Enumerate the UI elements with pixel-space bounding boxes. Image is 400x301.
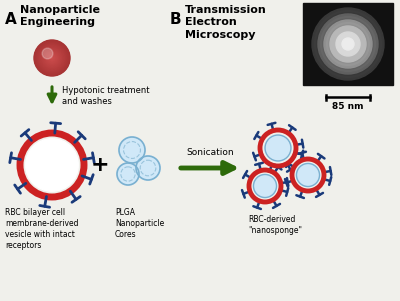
- Text: 85 nm: 85 nm: [332, 102, 364, 111]
- Circle shape: [336, 32, 360, 56]
- Circle shape: [50, 56, 54, 61]
- Circle shape: [34, 41, 70, 75]
- Text: A: A: [5, 12, 17, 27]
- Circle shape: [119, 137, 145, 163]
- Circle shape: [47, 53, 57, 63]
- Circle shape: [330, 26, 366, 62]
- Circle shape: [41, 47, 63, 69]
- Text: +: +: [91, 155, 109, 175]
- Circle shape: [34, 40, 70, 76]
- Circle shape: [324, 20, 372, 68]
- Text: RBC-derived
"nanosponge": RBC-derived "nanosponge": [248, 215, 302, 235]
- Circle shape: [42, 48, 53, 59]
- Text: PLGA
Nanoparticle
Cores: PLGA Nanoparticle Cores: [115, 208, 164, 239]
- Bar: [303, 3, 393, 85]
- Circle shape: [51, 57, 53, 59]
- Text: Sonication: Sonication: [186, 148, 234, 157]
- Circle shape: [36, 42, 68, 74]
- Circle shape: [45, 51, 59, 65]
- Circle shape: [42, 48, 62, 68]
- Circle shape: [312, 8, 384, 80]
- Circle shape: [46, 52, 58, 64]
- Circle shape: [44, 50, 60, 66]
- Circle shape: [46, 51, 59, 65]
- Text: Nanoparticle
Engineering: Nanoparticle Engineering: [20, 5, 100, 27]
- Circle shape: [37, 43, 67, 73]
- Text: Hypotonic treatment
and washes: Hypotonic treatment and washes: [62, 86, 150, 106]
- Circle shape: [48, 54, 56, 62]
- Circle shape: [44, 50, 60, 67]
- Text: Transmission
Electron
Microscopy: Transmission Electron Microscopy: [185, 5, 267, 40]
- Circle shape: [51, 57, 53, 59]
- Circle shape: [35, 41, 69, 75]
- Circle shape: [39, 45, 64, 71]
- Circle shape: [46, 53, 58, 64]
- Circle shape: [342, 38, 354, 50]
- Circle shape: [38, 44, 66, 72]
- Circle shape: [38, 44, 66, 73]
- Circle shape: [318, 14, 378, 74]
- Circle shape: [49, 55, 55, 61]
- Circle shape: [40, 46, 64, 70]
- Circle shape: [36, 42, 68, 74]
- Circle shape: [254, 175, 276, 197]
- Circle shape: [265, 135, 291, 161]
- Circle shape: [41, 47, 63, 70]
- Circle shape: [50, 56, 54, 60]
- Text: B: B: [170, 12, 182, 27]
- Circle shape: [42, 48, 62, 68]
- Circle shape: [296, 163, 320, 187]
- Circle shape: [26, 139, 78, 191]
- Circle shape: [136, 156, 160, 180]
- Text: RBC bilayer cell
membrane-derived
vesicle with intact
receptors: RBC bilayer cell membrane-derived vesicl…: [5, 208, 78, 250]
- Circle shape: [39, 45, 65, 71]
- Circle shape: [117, 163, 139, 185]
- Circle shape: [43, 49, 61, 67]
- Circle shape: [48, 54, 56, 62]
